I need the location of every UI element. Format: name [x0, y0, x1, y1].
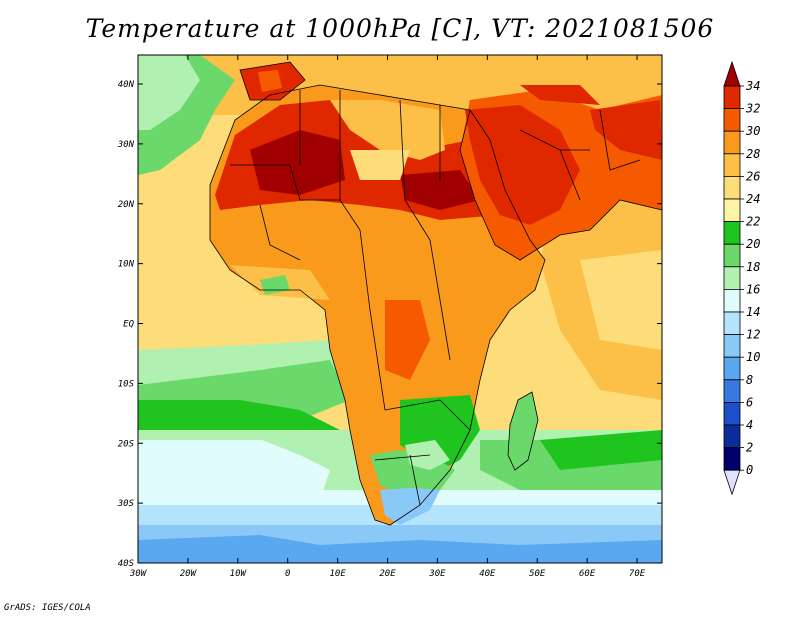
- temperature-field: [138, 55, 662, 563]
- lon-tick-label: 20W: [180, 569, 198, 579]
- colorbar-segment: [723, 447, 741, 471]
- colorbar-label: 20: [746, 237, 760, 251]
- credit-text: GrADS: IGES/COLA: [4, 603, 91, 613]
- colorbar-segment: [723, 424, 741, 449]
- colorbar-segment: [723, 108, 741, 132]
- lat-tick-label: 30N: [117, 140, 135, 150]
- coastlines-and-borders: [209, 61, 662, 526]
- lat-tick-label: 30S: [117, 499, 135, 509]
- map-title: Temperature at 1000hPa [C], VT: 20210815…: [85, 14, 715, 43]
- lon-tick-label: 40E: [479, 569, 496, 579]
- lon-tick-label: 0: [285, 569, 290, 579]
- colorbar-segment: [723, 401, 741, 426]
- lon-tick-label: 30W: [129, 569, 148, 579]
- colorbar-label: 8: [746, 373, 753, 387]
- map-frame: [137, 54, 663, 564]
- colorbar-label: 14: [746, 305, 760, 319]
- colorbar-segment: [723, 153, 741, 177]
- colorbar-label: 30: [745, 124, 760, 138]
- colorbar-top-arrow: [723, 60, 741, 87]
- colorbar-label: 6: [746, 395, 753, 409]
- lon-tick-label: 20E: [379, 569, 396, 579]
- colorbar-segment: [723, 379, 741, 403]
- colorbar-label: 4: [746, 418, 753, 432]
- lon-tick-label: 70E: [629, 569, 646, 579]
- colorbar-segment: [723, 85, 741, 110]
- colorbar-segment: [723, 175, 741, 200]
- lon-tick-label: 60E: [579, 569, 596, 579]
- colorbar-segment: [723, 243, 741, 268]
- colorbar-label: 32: [745, 102, 760, 116]
- lat-tick-label: 20S: [118, 439, 135, 449]
- lat-tick-label: 20N: [118, 200, 135, 210]
- lon-tick-label: 30E: [428, 569, 446, 579]
- colorbar-segment: [723, 334, 741, 358]
- colorbar-segment: [723, 266, 741, 290]
- lat-tick-label: 10N: [118, 260, 135, 270]
- lat-tick-label: 10S: [118, 379, 135, 389]
- lon-tick-label: 10W: [230, 569, 248, 579]
- colorbar-label: 10: [746, 350, 760, 364]
- colorbar-segment: [723, 221, 741, 245]
- lon-tick-label: 10E: [329, 569, 346, 579]
- colorbar-label: 22: [746, 215, 760, 229]
- colorbar-label: 2: [746, 441, 753, 455]
- colorbar-segment: [723, 198, 741, 223]
- colorbar-label: 16: [746, 282, 760, 296]
- colorbar-segment: [723, 288, 741, 313]
- colorbar-label: 12: [746, 328, 760, 342]
- colorbar-label: 26: [746, 169, 760, 183]
- colorbar-label: 34: [745, 79, 760, 93]
- longitude-axis: 30W 20W 10W 0 10E 20E 30E 40E 50E 60E 70E: [129, 55, 646, 579]
- colorbar-segment: [723, 130, 741, 155]
- lon-tick-label: 50E: [529, 569, 546, 579]
- lat-tick-label: 40S: [118, 559, 135, 569]
- colorbar-segment: [723, 311, 741, 336]
- colorbar-label: 18: [746, 260, 760, 274]
- colorbar-segment: [723, 356, 741, 381]
- colorbar-label: 0: [746, 463, 753, 477]
- latitude-axis: 40N 30N 20N 10N EQ 10S 20S 30S 40S: [117, 80, 662, 569]
- lat-tick-label: 40N: [118, 80, 135, 90]
- colorbar-label: 28: [746, 147, 760, 161]
- colorbar-label: 24: [746, 192, 760, 206]
- lat-tick-label: EQ: [123, 320, 134, 330]
- colorbar-bottom-arrow: [723, 469, 741, 496]
